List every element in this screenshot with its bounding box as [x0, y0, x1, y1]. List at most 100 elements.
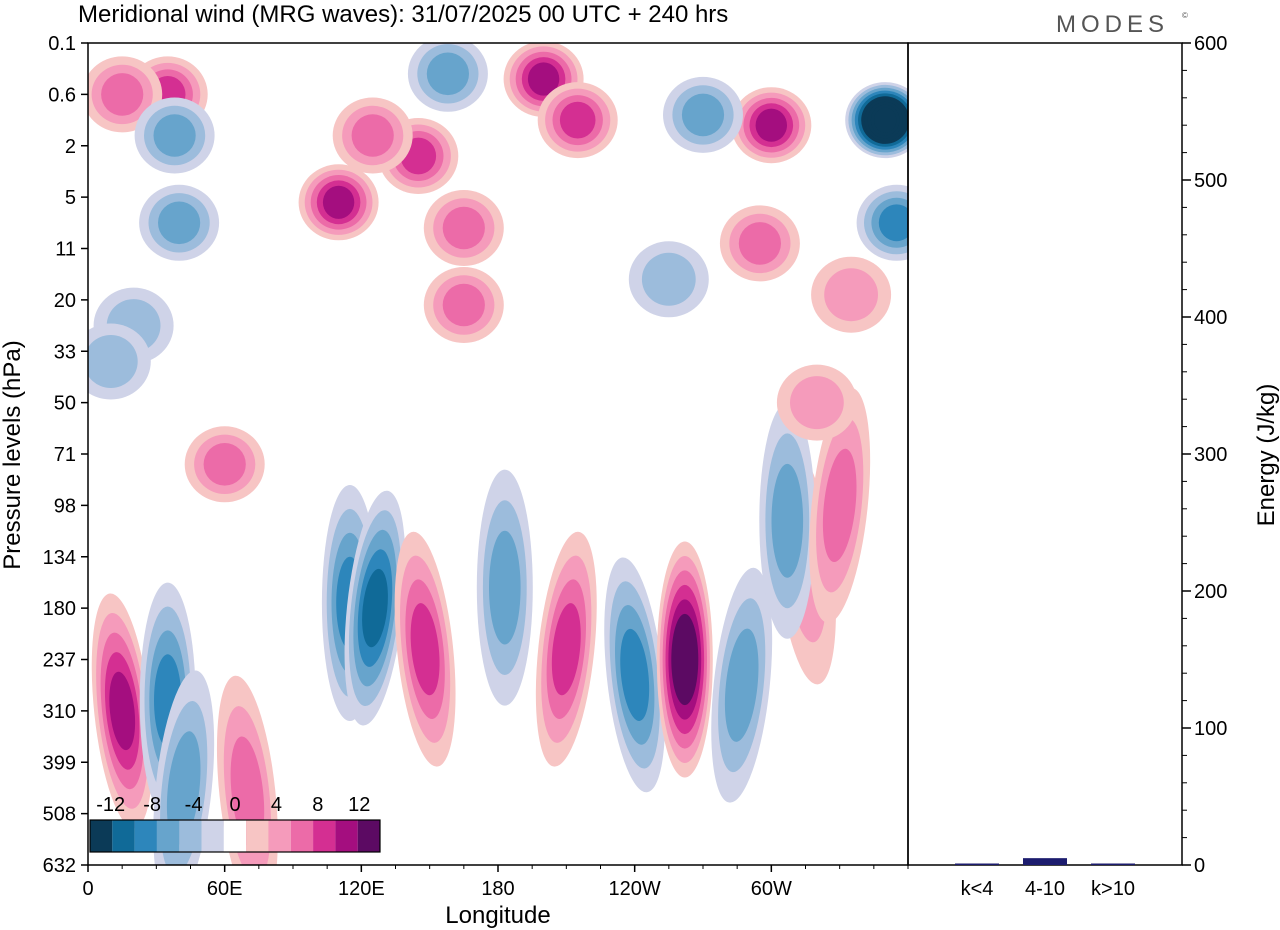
wave-lobe — [344, 490, 406, 726]
wave-lobe — [184, 426, 265, 503]
contour-band — [527, 62, 560, 96]
colorbar-swatch — [246, 820, 269, 852]
x-tick-label: 120W — [609, 878, 661, 900]
contour-band — [822, 448, 857, 563]
y-tick-label: 5 — [65, 187, 76, 209]
y-tick-label: 98 — [54, 495, 76, 517]
colorbar-swatch — [223, 820, 247, 852]
y-tick-label: 399 — [43, 752, 76, 774]
wave-lobe — [298, 164, 379, 241]
x-tick-label: 120E — [338, 878, 385, 900]
wave-lobe — [88, 323, 151, 400]
y-tick-label: 180 — [43, 598, 76, 620]
energy-axis: 0 100 200 300 400 500 600 — [1182, 33, 1227, 877]
y-tick-label: 71 — [54, 444, 76, 466]
contour-band — [559, 101, 596, 139]
colorbar-frame — [89, 819, 381, 853]
y-tick-label: 11 — [55, 239, 76, 261]
wave-lobe — [91, 593, 153, 829]
colorbar-label: -8 — [143, 794, 161, 816]
colorbar-swatch — [357, 820, 380, 852]
contour-band — [442, 283, 485, 327]
colorbar-swatch — [268, 820, 291, 852]
energy-category-label: 4-10 — [1025, 878, 1065, 900]
brand-mark: © — [1182, 11, 1188, 20]
energy-bar — [1023, 858, 1067, 865]
wave-lobe — [535, 531, 597, 767]
y-tick-label: 2 — [65, 136, 76, 158]
contour-band — [771, 463, 804, 578]
wave-lobe — [719, 205, 800, 282]
colorbar-swatch — [134, 820, 157, 852]
wave-lobe — [811, 256, 892, 333]
colorbar-swatch — [201, 820, 224, 852]
wave-lobe — [711, 567, 773, 803]
energy-tick-label: 500 — [1194, 170, 1227, 192]
contour-band — [824, 268, 878, 322]
colorbar-swatch — [290, 820, 314, 852]
energy-tick-label: 100 — [1194, 718, 1227, 740]
y-tick-label: 50 — [54, 393, 76, 415]
contour-band — [738, 222, 782, 265]
wave-lobe — [604, 557, 666, 793]
contour-band — [674, 628, 696, 691]
y-tick-label: 0.6 — [48, 84, 76, 106]
contour-band — [158, 201, 201, 245]
wave-lobe — [856, 184, 908, 261]
energy-tick-label: 400 — [1194, 307, 1227, 329]
wave-lobe — [537, 82, 618, 159]
x-axis: 0 60E 120E 180 120W 60W — [82, 865, 909, 900]
brand-logo: MODES — [1056, 11, 1169, 38]
colorbar-swatch — [179, 820, 202, 852]
y-tick-label: 632 — [43, 855, 76, 877]
contour-band — [426, 52, 469, 96]
colorbar-label: 4 — [271, 794, 282, 816]
chart-title: Meridional wind (MRG waves): 31/07/2025 … — [78, 1, 728, 28]
contour-band — [641, 252, 696, 306]
energy-tick-label: 300 — [1194, 444, 1227, 466]
wave-lobe — [394, 531, 456, 767]
colorbar-swatch — [313, 820, 336, 852]
wave-lobe — [476, 469, 533, 706]
x-tick-label: 180 — [481, 878, 514, 900]
x-tick-label: 60W — [751, 878, 792, 900]
y-tick-label: 0.1 — [48, 33, 76, 55]
contour-band — [874, 107, 897, 133]
y-tick-label: 310 — [43, 701, 76, 723]
wave-lobe — [656, 541, 713, 778]
y-axis: 0.1 0.6 2 5 11 20 33 50 71 98 134 180 237 310 399 508 63… — [43, 33, 88, 877]
colorbar-swatch — [156, 820, 180, 852]
colorbar-label: 12 — [348, 794, 370, 816]
contour-band — [489, 530, 521, 645]
energy-bar — [955, 863, 999, 865]
y-tick-label: 20 — [54, 290, 76, 312]
y-axis-label: Pressure levels (hPa) — [0, 340, 26, 569]
energy-bars: k<4 4-10 k>10 — [955, 858, 1135, 900]
y-tick-label: 33 — [54, 341, 76, 363]
contour-band — [166, 731, 201, 845]
contour-band — [551, 603, 581, 696]
contour-band — [322, 185, 355, 219]
energy-category-label: k>10 — [1091, 878, 1135, 900]
colorbar-label: -4 — [185, 794, 203, 816]
wave-lobe — [332, 97, 413, 174]
colorbar-swatch — [112, 820, 135, 852]
energy-tick-label: 200 — [1194, 581, 1227, 603]
wave-lobe — [809, 388, 871, 623]
contour-band — [878, 204, 908, 242]
colorbar-swatch — [90, 820, 113, 852]
contour-band — [109, 671, 136, 751]
wave-lobe — [423, 267, 504, 343]
contour-band — [203, 443, 246, 486]
wave-lobe — [731, 87, 812, 164]
wave-lobe — [663, 76, 743, 153]
wave-lobe — [407, 43, 488, 112]
x-tick-label: 0 — [82, 878, 93, 900]
wave-lobe — [759, 402, 816, 639]
contour-band — [351, 114, 394, 157]
contour-panel — [87, 42, 909, 866]
y-tick-label: 508 — [43, 804, 76, 826]
energy-frame — [907, 42, 1183, 866]
contour-band — [88, 335, 138, 388]
